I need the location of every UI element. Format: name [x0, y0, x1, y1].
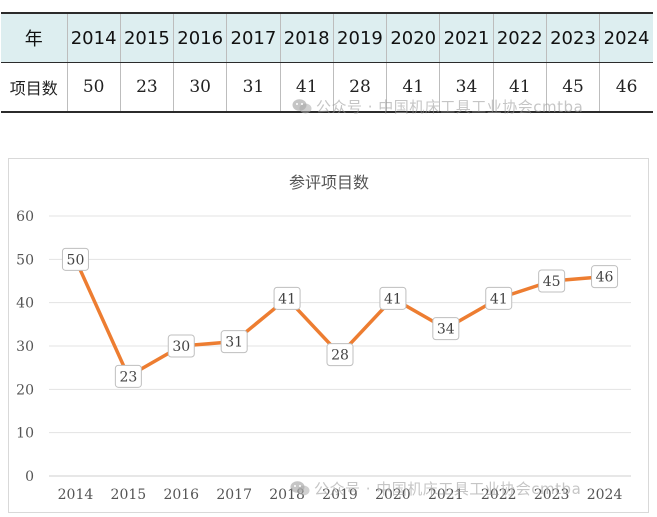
year-cell: 2020 [386, 12, 440, 63]
data-label: 41 [278, 291, 296, 307]
x-tick-label: 2015 [111, 487, 147, 503]
count-cell: 50 [66, 62, 121, 113]
gridlines [49, 215, 631, 477]
count-cell: 41 [386, 62, 440, 113]
data-point [432, 317, 460, 341]
data-point [273, 286, 301, 310]
row-label-cell: 项目数 [1, 62, 67, 113]
chart-area: 参评项目数 0 10 20 30 40 50 60 2014 2015 2016 2017 2018… [8, 158, 649, 513]
count-cell: 41 [492, 62, 547, 113]
x-tick-label: 2014 [58, 487, 94, 503]
year-cell: 2021 [439, 12, 494, 63]
data-label: 41 [384, 291, 402, 307]
count-cell: 34 [439, 62, 494, 113]
data-label: 34 [437, 322, 455, 338]
year-cell: 2015 [119, 12, 174, 63]
data-point [114, 364, 142, 388]
chart-watermark: 公众号 · 中国机床工具工业协会cmtba [290, 478, 581, 499]
x-tick-label: 2017 [216, 487, 252, 503]
data-point [485, 286, 513, 310]
count-cell: 41 [279, 62, 334, 113]
y-tick-label: 40 [16, 296, 34, 312]
y-tick-label: 20 [16, 382, 34, 398]
x-tick-label: 2021 [428, 487, 464, 503]
count-cell: 30 [173, 62, 227, 113]
data-point [379, 286, 407, 310]
y-axis-ticks: 0 10 20 30 40 50 60 [16, 209, 34, 485]
data-point [61, 247, 89, 271]
data-label: 41 [490, 291, 508, 307]
x-tick-label: 2020 [375, 487, 411, 503]
data-point [326, 343, 354, 367]
count-cell: 46 [599, 62, 653, 113]
year-cell: 2023 [545, 12, 600, 63]
x-tick-label: 2016 [163, 487, 199, 503]
year-cell: 2019 [332, 12, 387, 63]
data-label: 45 [543, 274, 561, 290]
data-point [538, 269, 566, 293]
data-label: 31 [225, 335, 243, 351]
data-label: 30 [172, 339, 190, 355]
count-cell: 28 [332, 62, 387, 113]
year-cell: 2018 [279, 12, 334, 63]
y-tick-label: 30 [16, 339, 34, 355]
data-label: 28 [331, 348, 349, 364]
y-tick-label: 50 [16, 252, 34, 268]
data-table: 年 2014 2015 2016 2017 2018 2019 2020 202… [1, 12, 653, 113]
count-cell: 23 [119, 62, 174, 113]
header-label-cell: 年 [1, 12, 67, 63]
data-point [167, 334, 195, 358]
x-axis-ticks: 2014 2015 2016 2017 2018 2019 2020 2021 2022 2023… [58, 487, 623, 503]
year-cell: 2014 [66, 12, 121, 63]
table-watermark: 公众号 · 中国机床工具工业协会cmtba [292, 96, 583, 117]
wechat-icon [292, 99, 312, 114]
count-cell: 31 [226, 62, 281, 113]
year-cell: 2024 [599, 12, 653, 63]
watermark-text: 公众号 · 中国机床工具工业协会cmtba [314, 480, 582, 498]
watermark-text: 公众号 · 中国机床工具工业协会cmtba [316, 98, 584, 116]
table-header-row: 年 2014 2015 2016 2017 2018 2019 2020 202… [1, 12, 653, 63]
data-label: 50 [67, 252, 85, 268]
data-point [591, 265, 619, 289]
data-label: 23 [119, 369, 137, 385]
table-row: 项目数 50 23 30 31 41 28 41 34 41 45 46 [1, 62, 653, 113]
data-labels: 50 23 30 31 41 28 41 34 41 45 46 [61, 247, 619, 388]
data-label: 46 [596, 270, 614, 286]
x-tick-label: 2024 [587, 487, 623, 503]
x-tick-label: 2023 [534, 487, 570, 503]
data-point [220, 330, 248, 354]
wechat-icon [290, 481, 310, 496]
x-tick-label: 2019 [322, 487, 358, 503]
year-cell: 2017 [226, 12, 281, 63]
y-tick-label: 60 [16, 209, 34, 225]
y-tick-label: 0 [25, 469, 34, 485]
x-tick-label: 2022 [481, 487, 517, 503]
chart-title: 参评项目数 [289, 173, 369, 192]
y-tick-label: 10 [16, 426, 34, 442]
year-cell: 2022 [492, 12, 547, 63]
count-cell: 45 [545, 62, 600, 113]
year-cell: 2016 [173, 12, 227, 63]
